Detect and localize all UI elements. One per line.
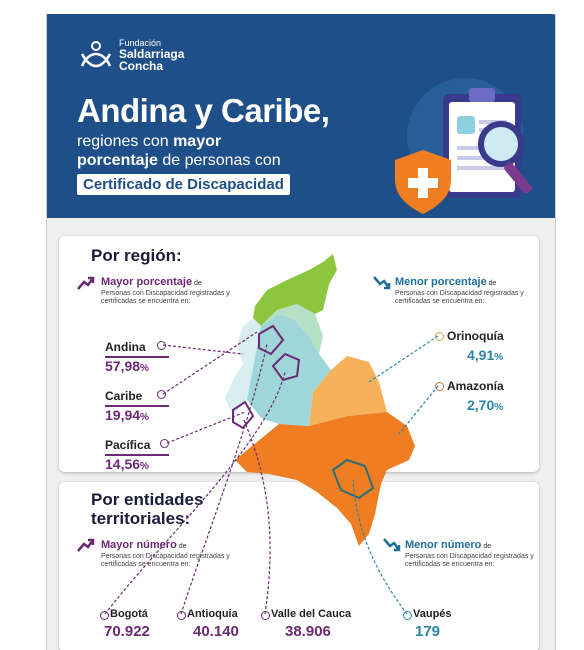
- low-number-label-text: Menor número: [405, 539, 482, 551]
- region-caribe-dot: [157, 390, 166, 399]
- low-percentage-label-text: Menor porcentaje: [395, 276, 487, 288]
- entity-valle-dot: [261, 611, 270, 620]
- entity-vaupes-value: 179: [415, 623, 441, 640]
- page-title: Andina y Caribe,: [77, 92, 330, 129]
- region-caribe-unit: %: [140, 412, 149, 423]
- high-percentage-desc: Personas con Discapacidad registradas y …: [101, 290, 230, 305]
- entity-title-line1: Por entidades: [91, 490, 204, 509]
- high-percentage-label-text: Mayor porcentaje: [101, 276, 193, 288]
- subtitle-bold-1: mayor: [173, 133, 222, 150]
- header-illustration: [395, 78, 532, 214]
- subtitle-pre: regiones con: [77, 133, 174, 150]
- entity-bogota-value: 70.922: [104, 623, 150, 640]
- entity-vaupes-name: Vaupés: [413, 608, 452, 620]
- low-number-suffix: de: [481, 543, 492, 550]
- region-pacifica-number: 14,56: [105, 456, 141, 472]
- trend-down-icon: [383, 538, 401, 552]
- region-andina-value: 57,98%: [105, 358, 149, 374]
- certificate-badge: Certificado de Discapacidad: [77, 174, 290, 195]
- shield-plus-icon: [395, 150, 451, 214]
- logo-knot-icon: [80, 41, 112, 68]
- region-caribe-name: Caribe: [105, 389, 143, 403]
- high-percentage-label: Mayor porcentaje de: [101, 276, 202, 288]
- region-andina-underline: [105, 356, 169, 358]
- region-orinoquia-number: 4,91: [467, 347, 495, 363]
- entity-bogota-name: Bogotá: [110, 608, 148, 620]
- region-pacifica-unit: %: [140, 461, 149, 472]
- brand-line3: Concha: [119, 59, 164, 73]
- high-number-desc: Personas con Discapacidad registradas y …: [101, 553, 230, 568]
- entity-valle-name: Valle del Cauca: [271, 608, 352, 620]
- region-section-title: Por región:: [91, 246, 182, 265]
- entity-antioquia-dot: [177, 611, 186, 620]
- infographic: Fundación Saldarriaga Concha Andina y Ca…: [46, 14, 556, 650]
- high-number-suffix: de: [176, 543, 187, 550]
- region-andina-dot: [157, 341, 166, 350]
- region-orinoquia-dot: [435, 332, 444, 341]
- brand-logo: Fundación Saldarriaga Concha: [79, 38, 184, 72]
- magnifier-icon: [478, 121, 532, 194]
- region-amazonia-value: 2,70%: [467, 397, 503, 413]
- entity-antioquia-value: 40.140: [193, 623, 239, 640]
- high-number-label-text: Mayor número: [101, 539, 177, 551]
- region-andina-number: 57,98: [105, 358, 141, 374]
- region-andina-unit: %: [140, 363, 149, 374]
- brand-line1: Fundación: [119, 38, 162, 48]
- high-percentage-suffix: de: [192, 280, 202, 287]
- page-subtitle: regiones con mayor porcentaje de personas…: [77, 132, 377, 170]
- region-andina-name: Andina: [105, 340, 146, 354]
- region-orinoquia-unit: %: [494, 352, 504, 363]
- subtitle-bold-2: porcentaje: [77, 152, 158, 169]
- header-banner: Fundación Saldarriaga Concha Andina y Ca…: [47, 14, 555, 218]
- low-number-desc: Personas con Discapacidad registradas y …: [405, 553, 534, 568]
- low-percentage-desc: Personas con Discapacidad registradas y …: [395, 290, 524, 305]
- low-percentage-label: Menor porcentaje de: [395, 276, 496, 288]
- entity-bogota-dot: [100, 611, 109, 620]
- entity-vaupes-dot: [403, 611, 412, 620]
- low-percentage-suffix: de: [486, 280, 497, 287]
- region-amazonia-number: 2,70: [467, 397, 495, 413]
- region-orinoquia-value: 4,91%: [467, 347, 503, 363]
- region-amazonia-dot: [435, 382, 444, 391]
- entity-title-line2: territoriales:: [91, 509, 191, 528]
- trend-up-icon: [77, 538, 95, 552]
- trend-up-icon: [77, 276, 95, 290]
- high-number-label: Mayor número de: [101, 539, 187, 551]
- region-pacifica-value: 14,56%: [105, 456, 149, 472]
- region-caribe-number: 19,94: [105, 407, 141, 423]
- region-amazonia-unit: %: [494, 402, 504, 413]
- region-caribe-value: 19,94%: [105, 407, 149, 423]
- entity-antioquia-name: Antioquia: [187, 608, 238, 620]
- low-number-label: Menor número de: [405, 539, 491, 551]
- subtitle-post: de personas con: [157, 152, 281, 169]
- region-amazonia-name: Amazonía: [447, 379, 504, 393]
- entity-section-title: Por entidades territoriales:: [91, 490, 203, 528]
- trend-down-icon: [373, 276, 391, 290]
- brand-line2: Saldarriaga: [119, 47, 185, 61]
- region-pacifica-dot: [160, 439, 169, 448]
- region-pacifica-name: Pacífica: [105, 438, 151, 452]
- entity-valle-value: 38.906: [285, 623, 331, 640]
- region-orinoquia-name: Orinoquía: [447, 329, 504, 343]
